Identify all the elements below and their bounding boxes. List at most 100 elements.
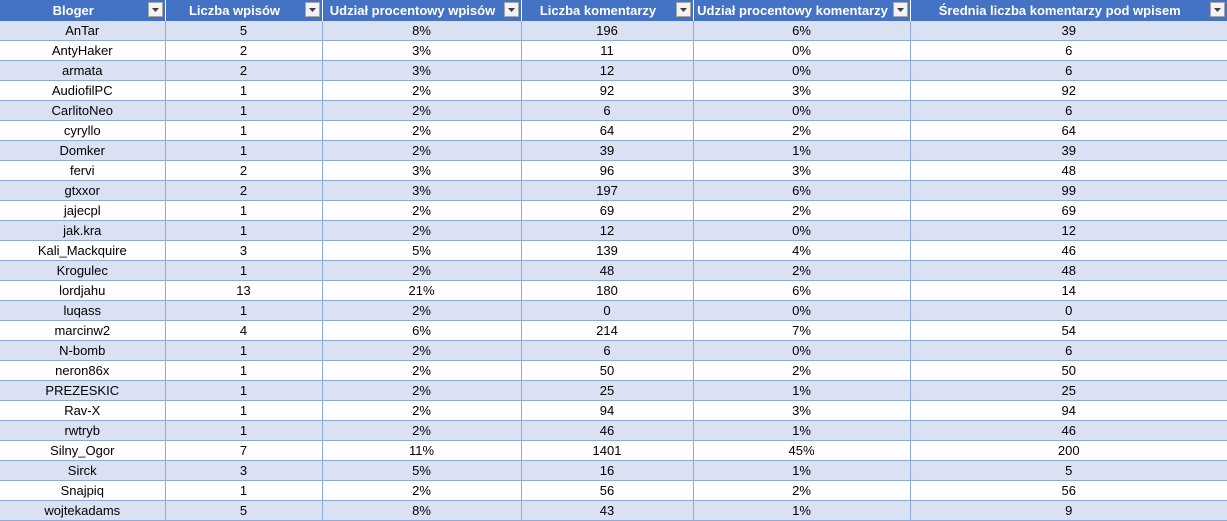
- cell-liczba-komentarzy[interactable]: 94: [521, 400, 694, 421]
- cell-liczba-wpisow[interactable]: 1: [165, 260, 323, 281]
- cell-liczba-komentarzy[interactable]: 48: [521, 260, 694, 281]
- cell-liczba-wpisow[interactable]: 1: [165, 300, 323, 321]
- cell-udzial-komentarzy[interactable]: 3%: [693, 160, 911, 181]
- cell-liczba-wpisow[interactable]: 4: [165, 320, 323, 341]
- cell-liczba-komentarzy[interactable]: 139: [521, 240, 694, 261]
- cell-udzial-wpisow[interactable]: 8%: [322, 500, 522, 521]
- cell-liczba-wpisow[interactable]: 1: [165, 340, 323, 361]
- cell-bloger[interactable]: PREZESKIC: [0, 380, 166, 401]
- cell-liczba-wpisow[interactable]: 1: [165, 360, 323, 381]
- cell-liczba-komentarzy[interactable]: 56: [521, 480, 694, 501]
- cell-bloger[interactable]: N-bomb: [0, 340, 166, 361]
- cell-udzial-komentarzy[interactable]: 2%: [693, 480, 911, 501]
- cell-bloger[interactable]: Domker: [0, 140, 166, 161]
- cell-liczba-wpisow[interactable]: 1: [165, 120, 323, 141]
- cell-liczba-komentarzy[interactable]: 12: [521, 60, 694, 81]
- cell-udzial-wpisow[interactable]: 3%: [322, 60, 522, 81]
- cell-liczba-komentarzy[interactable]: 25: [521, 380, 694, 401]
- cell-udzial-wpisow[interactable]: 2%: [322, 420, 522, 441]
- cell-udzial-komentarzy[interactable]: 4%: [693, 240, 911, 261]
- cell-srednia-komentarzy[interactable]: 54: [910, 320, 1227, 341]
- cell-srednia-komentarzy[interactable]: 12: [910, 220, 1227, 241]
- cell-liczba-komentarzy[interactable]: 16: [521, 460, 694, 481]
- cell-udzial-komentarzy[interactable]: 1%: [693, 500, 911, 521]
- cell-udzial-wpisow[interactable]: 2%: [322, 400, 522, 421]
- cell-udzial-wpisow[interactable]: 5%: [322, 240, 522, 261]
- cell-bloger[interactable]: lordjahu: [0, 280, 166, 301]
- cell-srednia-komentarzy[interactable]: 46: [910, 240, 1227, 261]
- cell-bloger[interactable]: AntyHaker: [0, 40, 166, 61]
- cell-udzial-komentarzy[interactable]: 6%: [693, 21, 911, 41]
- cell-udzial-komentarzy[interactable]: 45%: [693, 440, 911, 461]
- cell-srednia-komentarzy[interactable]: 25: [910, 380, 1227, 401]
- cell-udzial-wpisow[interactable]: 2%: [322, 80, 522, 101]
- cell-liczba-wpisow[interactable]: 1: [165, 100, 323, 121]
- cell-udzial-wpisow[interactable]: 2%: [322, 340, 522, 361]
- filter-button[interactable]: [503, 2, 519, 17]
- cell-udzial-wpisow[interactable]: 2%: [322, 200, 522, 221]
- cell-srednia-komentarzy[interactable]: 56: [910, 480, 1227, 501]
- cell-udzial-komentarzy[interactable]: 2%: [693, 260, 911, 281]
- cell-liczba-wpisow[interactable]: 1: [165, 220, 323, 241]
- filter-button[interactable]: [147, 2, 163, 17]
- cell-bloger[interactable]: rwtryb: [0, 420, 166, 441]
- cell-bloger[interactable]: AnTar: [0, 21, 166, 41]
- cell-srednia-komentarzy[interactable]: 64: [910, 120, 1227, 141]
- filter-button[interactable]: [892, 2, 908, 17]
- filter-button[interactable]: [1210, 2, 1225, 17]
- cell-udzial-komentarzy[interactable]: 1%: [693, 140, 911, 161]
- filter-button[interactable]: [304, 2, 320, 17]
- cell-liczba-wpisow[interactable]: 1: [165, 420, 323, 441]
- cell-srednia-komentarzy[interactable]: 48: [910, 160, 1227, 181]
- cell-udzial-komentarzy[interactable]: 3%: [693, 80, 911, 101]
- cell-liczba-wpisow[interactable]: 1: [165, 400, 323, 421]
- cell-udzial-komentarzy[interactable]: 0%: [693, 220, 911, 241]
- cell-bloger[interactable]: Rav-X: [0, 400, 166, 421]
- cell-srednia-komentarzy[interactable]: 200: [910, 440, 1227, 461]
- cell-bloger[interactable]: jak.kra: [0, 220, 166, 241]
- cell-liczba-wpisow[interactable]: 5: [165, 21, 323, 41]
- cell-udzial-wpisow[interactable]: 2%: [322, 380, 522, 401]
- cell-bloger[interactable]: Krogulec: [0, 260, 166, 281]
- cell-bloger[interactable]: jajecpl: [0, 200, 166, 221]
- cell-liczba-komentarzy[interactable]: 1401: [521, 440, 694, 461]
- cell-liczba-wpisow[interactable]: 2: [165, 160, 323, 181]
- cell-srednia-komentarzy[interactable]: 50: [910, 360, 1227, 381]
- cell-udzial-wpisow[interactable]: 8%: [322, 21, 522, 41]
- cell-bloger[interactable]: armata: [0, 60, 166, 81]
- cell-liczba-wpisow[interactable]: 13: [165, 280, 323, 301]
- cell-srednia-komentarzy[interactable]: 6: [910, 100, 1227, 121]
- cell-srednia-komentarzy[interactable]: 6: [910, 60, 1227, 81]
- cell-srednia-komentarzy[interactable]: 94: [910, 400, 1227, 421]
- cell-liczba-komentarzy[interactable]: 11: [521, 40, 694, 61]
- cell-udzial-wpisow[interactable]: 3%: [322, 180, 522, 201]
- cell-bloger[interactable]: marcinw2: [0, 320, 166, 341]
- cell-srednia-komentarzy[interactable]: 46: [910, 420, 1227, 441]
- cell-bloger[interactable]: Snajpiq: [0, 480, 166, 501]
- cell-srednia-komentarzy[interactable]: 39: [910, 140, 1227, 161]
- cell-bloger[interactable]: Silny_Ogor: [0, 440, 166, 461]
- cell-liczba-wpisow[interactable]: 3: [165, 240, 323, 261]
- cell-udzial-komentarzy[interactable]: 2%: [693, 360, 911, 381]
- cell-liczba-wpisow[interactable]: 2: [165, 180, 323, 201]
- cell-bloger[interactable]: neron86x: [0, 360, 166, 381]
- cell-udzial-komentarzy[interactable]: 3%: [693, 400, 911, 421]
- cell-srednia-komentarzy[interactable]: 99: [910, 180, 1227, 201]
- cell-udzial-komentarzy[interactable]: 0%: [693, 60, 911, 81]
- cell-liczba-komentarzy[interactable]: 43: [521, 500, 694, 521]
- cell-liczba-komentarzy[interactable]: 6: [521, 340, 694, 361]
- cell-srednia-komentarzy[interactable]: 69: [910, 200, 1227, 221]
- cell-liczba-komentarzy[interactable]: 6: [521, 100, 694, 121]
- cell-udzial-komentarzy[interactable]: 6%: [693, 180, 911, 201]
- cell-liczba-wpisow[interactable]: 1: [165, 480, 323, 501]
- cell-srednia-komentarzy[interactable]: 0: [910, 300, 1227, 321]
- cell-udzial-wpisow[interactable]: 2%: [322, 300, 522, 321]
- cell-udzial-komentarzy[interactable]: 0%: [693, 300, 911, 321]
- cell-udzial-komentarzy[interactable]: 7%: [693, 320, 911, 341]
- cell-srednia-komentarzy[interactable]: 6: [910, 40, 1227, 61]
- cell-liczba-komentarzy[interactable]: 69: [521, 200, 694, 221]
- cell-liczba-wpisow[interactable]: 1: [165, 200, 323, 221]
- cell-bloger[interactable]: gtxxor: [0, 180, 166, 201]
- cell-srednia-komentarzy[interactable]: 92: [910, 80, 1227, 101]
- cell-liczba-wpisow[interactable]: 2: [165, 40, 323, 61]
